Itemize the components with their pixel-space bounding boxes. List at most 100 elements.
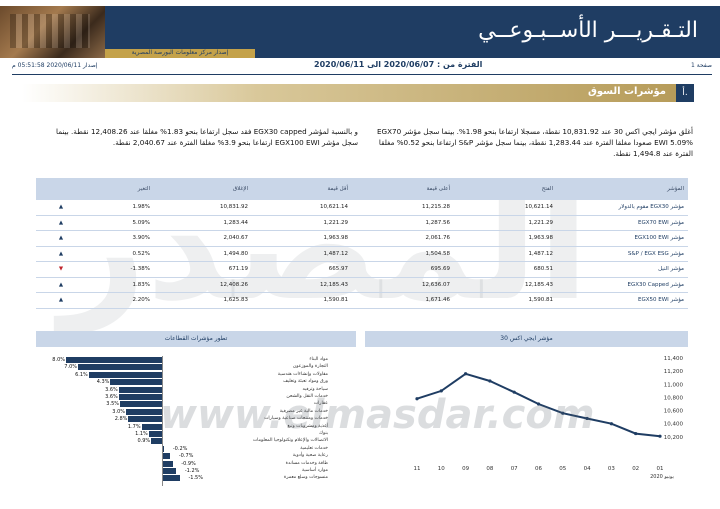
header-photo <box>0 6 105 58</box>
sector-value-label: 3.0% <box>112 408 125 415</box>
summary-paragraph-right: أغلق مؤشر ايجي اكس 30 عند 10,831.92 نقطة… <box>376 127 693 158</box>
sector-row: 4.3% ورق ومواد تعبئة وتغليف <box>62 378 328 386</box>
egx30-point <box>585 416 589 421</box>
meta-line: صفحة 1 الفترة من : 2020/06/07 الى 2020/0… <box>12 60 712 72</box>
x-tick-label: 04 <box>584 466 591 472</box>
sector-bar <box>162 475 180 482</box>
sector-value-label: 8.0% <box>52 357 65 363</box>
y-tick-label: 10,800 <box>664 395 684 401</box>
sector-row: 0.9% الاتصالات والإعلام وتكنولوجيا المعلو… <box>62 437 328 445</box>
change-value: 2.20% <box>132 297 150 303</box>
col-header-name: المؤشر <box>667 186 684 192</box>
sector-row: 2.8% خدمات ومنتجات صناعية وسيارات <box>62 415 328 423</box>
subtitle-bar <box>105 49 255 58</box>
sector-bar <box>78 364 162 371</box>
sector-bar <box>148 431 162 437</box>
x-tick-label: 05 <box>559 466 566 472</box>
egx30-point <box>439 389 443 393</box>
sector-value-label: 2.8% <box>114 416 128 423</box>
change-value: 5.09% <box>132 219 150 226</box>
sector-bar <box>128 416 162 423</box>
open-value: 1,221.29 <box>528 219 554 226</box>
sector-row: 3.6% خدمات النقل والشحن <box>62 393 328 401</box>
sector-bar <box>120 401 162 408</box>
close-value: 1,494.80 <box>223 250 249 257</box>
x-tick-label: 01 <box>657 466 664 472</box>
low-value: 1,590.81 <box>323 297 349 303</box>
section-bar: أ. مؤشرات السوق <box>22 84 694 102</box>
sector-value-label: 1.1% <box>135 431 148 437</box>
sector-value-label: 4.3% <box>96 379 110 386</box>
sector-name-label: الاتصالات والإعلام وتكنولوجيا المعلومات <box>252 438 328 444</box>
sector-row: 1.7% أغذية ومشروبات وتبغ <box>62 423 328 431</box>
index-name: مؤشر EGX100 EWI <box>634 235 684 241</box>
index-name: مؤشر EGX30 مقوم بالدولار <box>618 204 684 210</box>
egx30-point <box>488 379 492 383</box>
open-value: 680.51 <box>533 266 553 272</box>
table-body: مؤشر EGX30 مقوم بالدولار 10,621.14 11,215.… <box>36 200 688 309</box>
high-value: 1,504.58 <box>425 250 451 257</box>
sector-name-label: التجارة والموزعون <box>292 364 328 370</box>
sectors-zero-axis <box>162 356 163 486</box>
close-value: 2,040.67 <box>223 235 249 241</box>
sector-row: -0.7% رعاية صحية وأدوية <box>62 452 328 460</box>
sector-bar <box>118 394 162 400</box>
table-row: مؤشر EGX30 مقوم بالدولار 10,621.14 11,215.… <box>36 200 688 216</box>
high-value: 12,636.07 <box>422 281 450 288</box>
x-tick-label: 11 <box>414 466 421 472</box>
up-arrow-icon: ▲ <box>58 235 64 241</box>
sector-row: 7.0% التجارة والموزعون <box>62 363 328 371</box>
up-arrow-icon: ▲ <box>58 281 64 288</box>
x-tick-label: 08 <box>486 466 493 472</box>
sector-name-label: طاقة وخدمات مساندة <box>285 460 328 466</box>
high-value: 1,287.56 <box>425 219 451 226</box>
sector-row: 8.0% مواد البناء <box>52 356 328 364</box>
sector-value-label: -0.9% <box>181 460 196 467</box>
open-value: 12,185.43 <box>525 281 553 288</box>
section-title: مؤشرات السوق <box>587 86 666 97</box>
x-tick-label: 07 <box>511 466 518 472</box>
up-arrow-icon: ▲ <box>58 250 64 257</box>
sector-name-label: خدمات مالية غير مصرفية <box>279 408 328 414</box>
sector-bar <box>66 357 162 363</box>
change-value: 1.83% <box>132 281 150 288</box>
close-value: 671.19 <box>228 266 248 272</box>
change-value: 0.52% <box>132 250 150 257</box>
egx30-panel-title: مؤشر ايجي اكس 30 <box>365 331 688 347</box>
sector-name-label: مواد البناء <box>309 357 328 362</box>
col-header-low: أقل قيمة <box>327 186 349 192</box>
sector-name-label: موارد أساسية <box>301 468 328 473</box>
high-value: 1,671.46 <box>425 297 451 303</box>
up-arrow-icon: ▲ <box>58 219 64 226</box>
index-name: مؤشر النيل <box>658 266 684 272</box>
index-name: مؤشر EGX50 EWI <box>638 297 684 303</box>
change-value: -1.38% <box>130 266 150 272</box>
sector-name-label: عقارات <box>313 401 328 407</box>
close-value: 1,625.83 <box>223 297 249 303</box>
x-axis-sublabel: يونيو 2020 <box>650 474 674 480</box>
y-tick-label: 11,400 <box>664 356 684 362</box>
sector-row: -0.9% طاقة وخدمات مساندة <box>62 460 328 468</box>
down-arrow-icon: ▼ <box>58 266 64 272</box>
sector-value-label: 3.6% <box>105 394 118 400</box>
open-value: 1,963.98 <box>528 235 554 241</box>
report-period: الفترة من : 2020/06/07 الى 2020/06/11 <box>314 60 483 69</box>
low-value: 1,221.29 <box>323 219 349 226</box>
sector-name-label: خدمات تعليمية <box>300 445 328 451</box>
col-header-high: أعلى قيمة <box>426 186 450 192</box>
section-number: أ. <box>676 84 694 102</box>
low-value: 12,185.43 <box>320 281 348 288</box>
index-name: مؤشر EGX30 Capped <box>627 281 684 288</box>
index-name: مؤشر EGX70 EWI <box>638 219 684 226</box>
issued-timestamp: إصدار 2020/06/11 05:51:58 م <box>12 62 98 69</box>
close-value: 12,408.26 <box>220 281 248 288</box>
open-value: 10,621.14 <box>525 204 553 210</box>
table-row: مؤشر EGX50 EWI 1,590.81 1,671.46 1,590.81 1,… <box>36 293 688 309</box>
sector-row: 6.1% مقاولات وإنشاءات هندسية <box>62 371 328 379</box>
sector-bar <box>162 468 177 474</box>
sector-value-label: 7.0% <box>64 364 77 371</box>
sector-bar <box>110 379 162 386</box>
sector-value-label: -0.2% <box>172 445 188 452</box>
sector-value-label: -1.2% <box>184 468 200 474</box>
sector-value-label: 3.5% <box>106 401 119 408</box>
